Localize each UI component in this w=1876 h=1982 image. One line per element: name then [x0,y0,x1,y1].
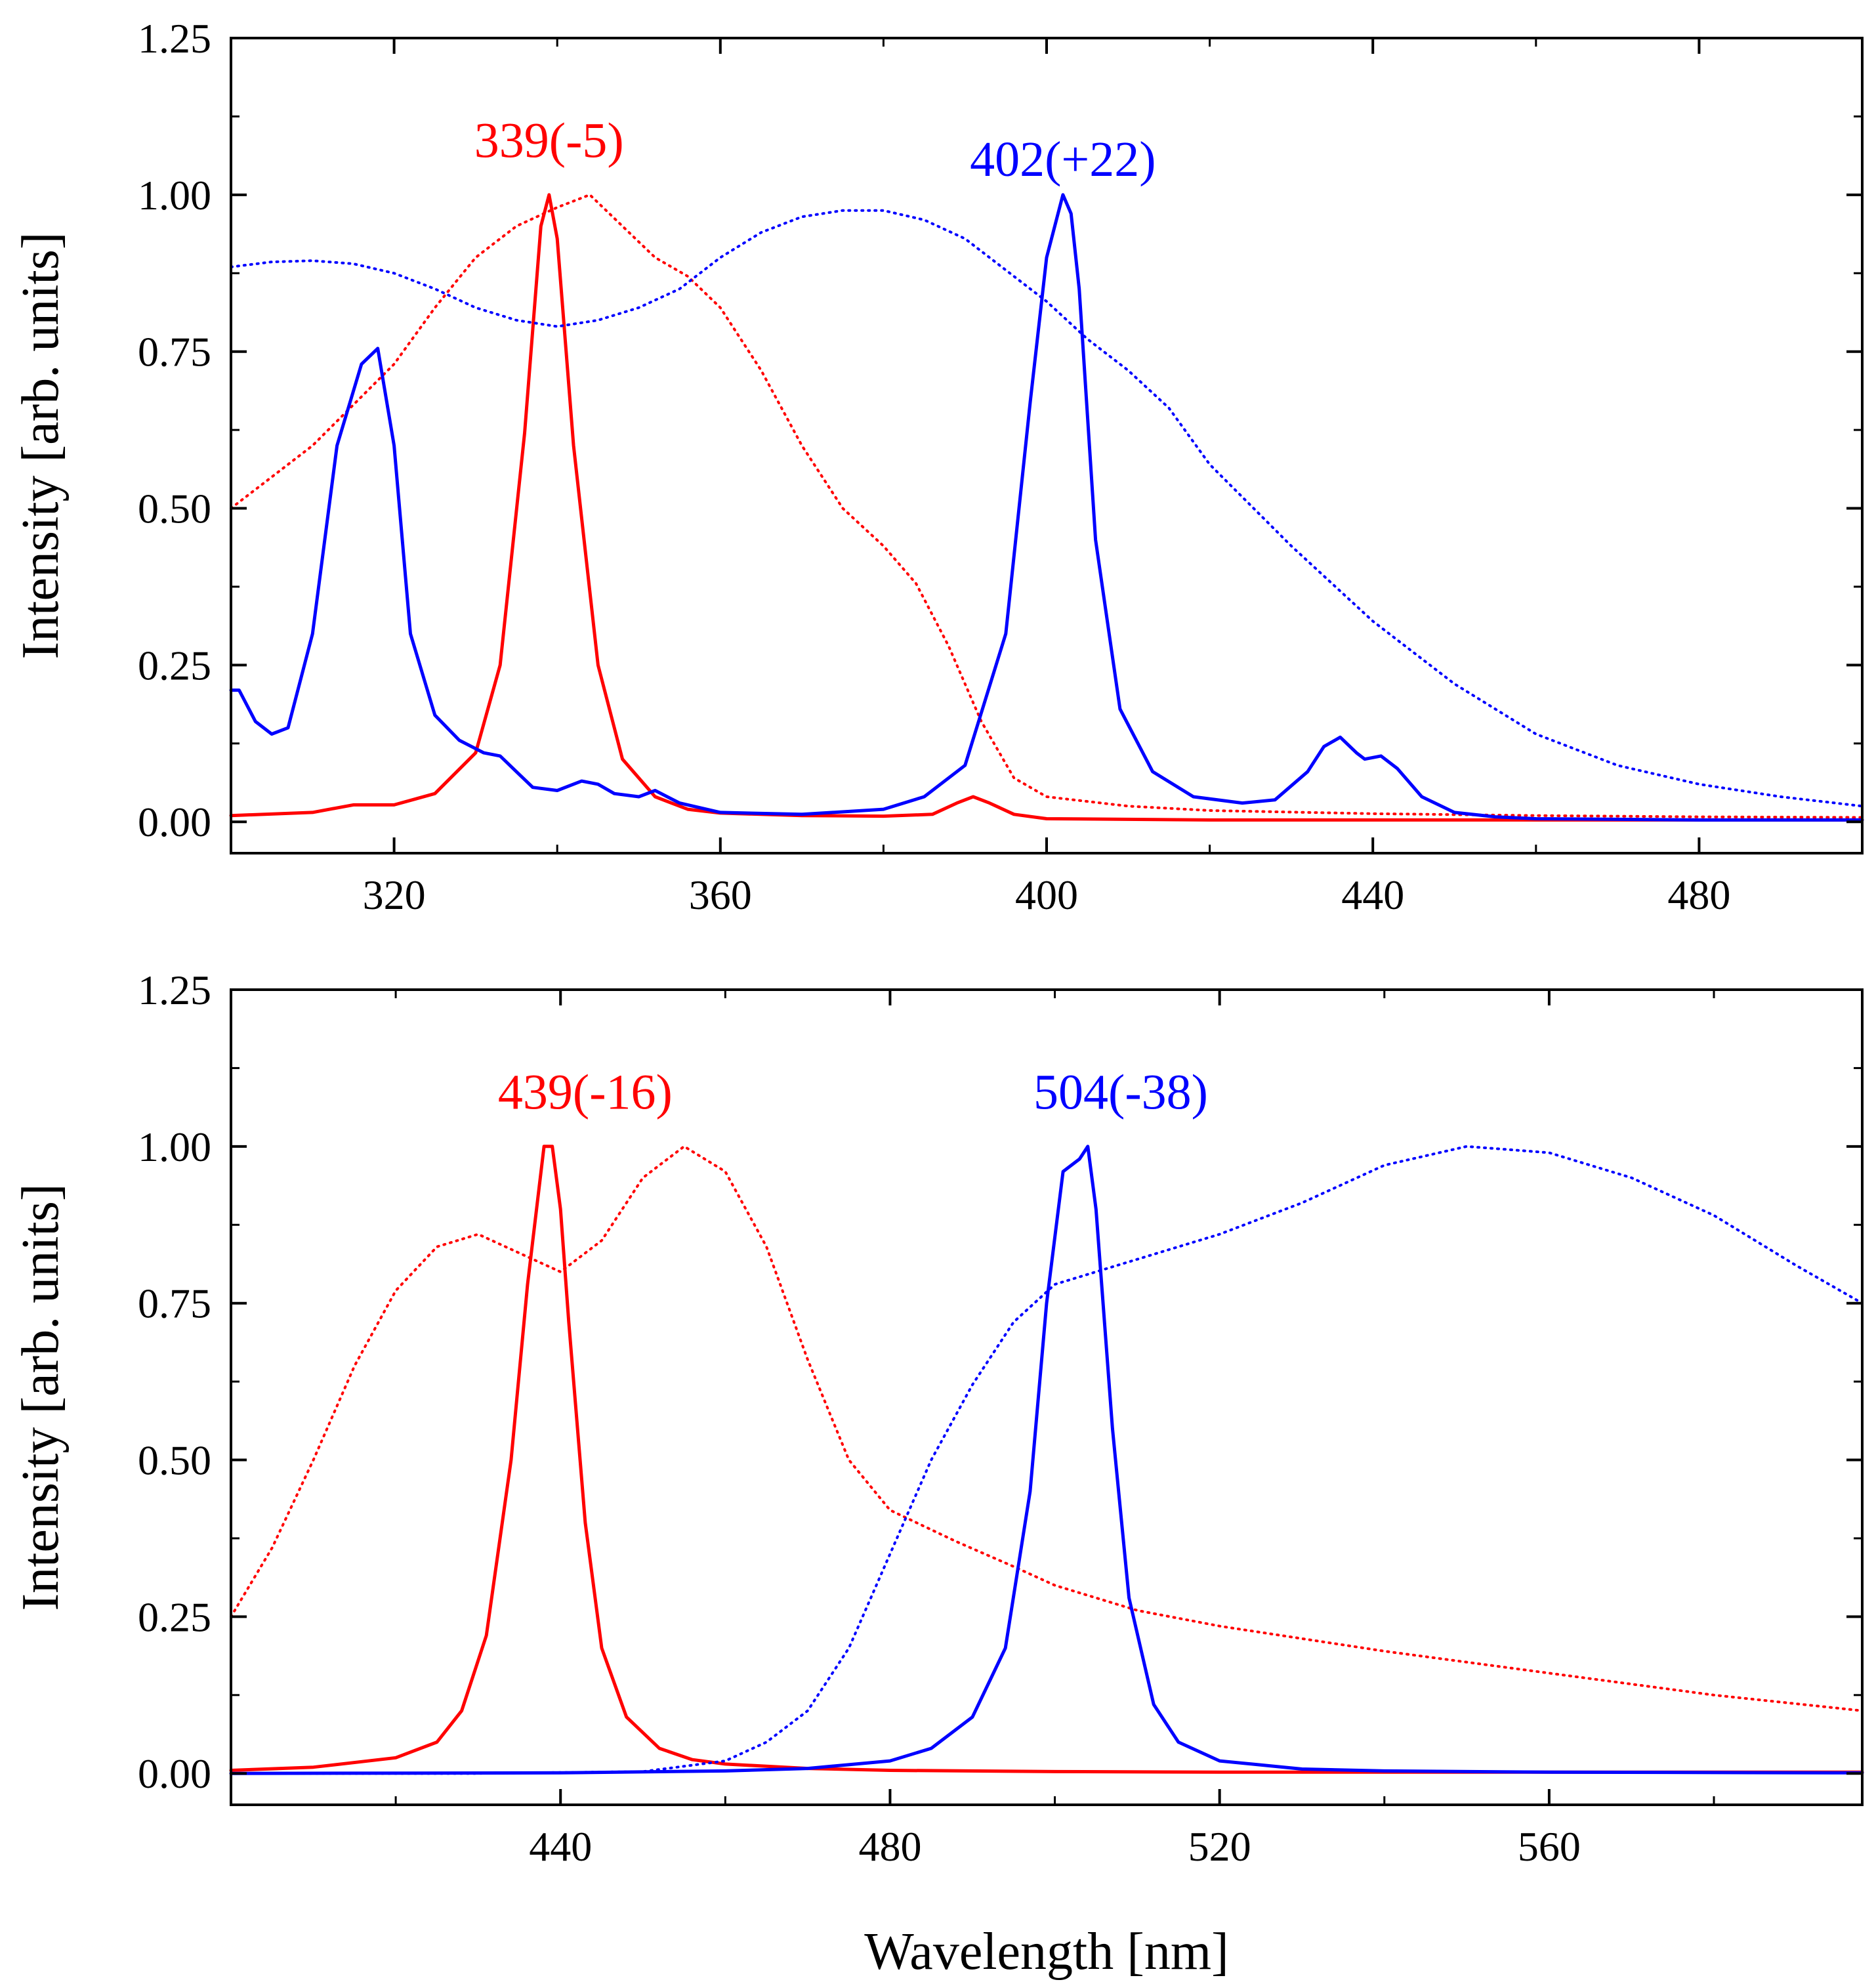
y-tick-label: 0.25 [138,1593,211,1640]
y-axis-title: Intensity [arb. units] [12,232,70,660]
y-tick-label: 1.00 [138,1124,211,1170]
x-tick-label: 440 [1341,872,1404,918]
y-tick-label: 0.00 [138,1750,211,1797]
bottom-series-red-solid [229,1145,1864,1774]
y-tick-label: 1.25 [138,15,211,62]
bottom-series-blue-solid [229,1145,1864,1775]
y-tick-label: 0.50 [138,486,211,532]
y-tick-label: 1.25 [138,967,211,1013]
x-tick-label: 320 [363,872,426,918]
top-panel: 0.00 0.25 0.50 0.75 1.00 1.25 320 360 400 440 480 I… [12,15,1864,918]
x-tick-label: 520 [1188,1823,1251,1870]
x-tick-label: 400 [1015,872,1078,918]
bottom-series-blue-dotted [230,1145,1864,1775]
y-tick-label: 0.75 [138,329,211,375]
y-axis-title: Intensity [arb. units] [12,1184,70,1611]
y-tick-label: 0.75 [138,1280,211,1327]
x-tick-label: 480 [858,1823,921,1870]
bottom-panel: 0.00 0.25 0.50 0.75 1.00 1.25 440 480 520 560 Inte… [12,967,1864,1870]
bottom-series-red-dotted [230,1145,1864,1712]
plot-frame [230,988,1864,1806]
y-tick-label: 0.50 [138,1437,211,1484]
y-tick-label: 0.25 [138,642,211,688]
peak-label: 339(-5) [474,114,624,169]
peak-label: 439(-16) [498,1065,673,1120]
y-tick-label: 1.00 [138,172,211,219]
top-series-blue-dotted [230,209,1864,808]
top-series-red-solid [229,193,1864,822]
peak-label: 402(+22) [970,132,1156,187]
x-tick-label: 560 [1518,1823,1581,1870]
top-series-blue-solid [229,193,1864,822]
top-series-red-dotted [230,193,1864,819]
x-tick-label: 480 [1667,872,1730,918]
x-axis-title: Wavelength [nm] [864,1923,1229,1981]
y-tick-label: 0.00 [138,799,211,845]
x-tick-label: 440 [529,1823,592,1870]
x-tick-label: 360 [689,872,752,918]
peak-label: 504(-38) [1033,1065,1208,1120]
